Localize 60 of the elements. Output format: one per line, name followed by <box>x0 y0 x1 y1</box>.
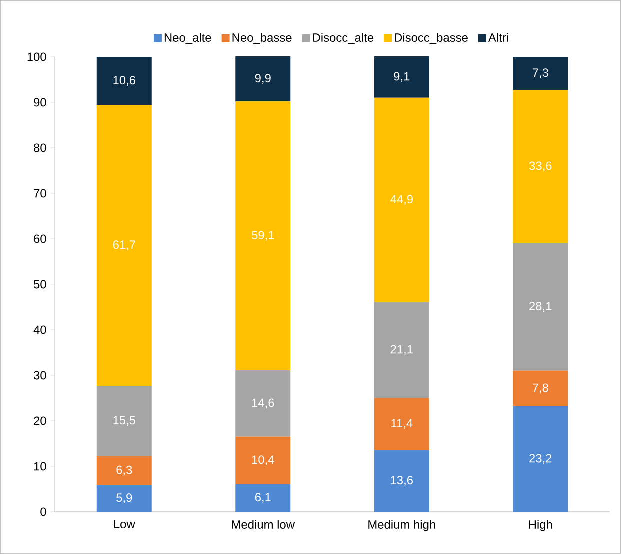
y-tick-label: 20 <box>34 416 46 426</box>
data-label: 44,9 <box>390 195 413 206</box>
y-tick-label: 80 <box>34 144 46 152</box>
x-tick-label: Medium low <box>232 520 296 529</box>
bar <box>513 56 568 90</box>
bar <box>374 450 430 512</box>
y-tick-label: 70 <box>34 189 46 198</box>
data-label: 33,6 <box>529 162 552 172</box>
data-label: 15,5 <box>114 416 136 426</box>
y-tick-label: 50 <box>34 280 46 289</box>
y-tick-label: 60 <box>34 234 46 244</box>
y-tick-label: 30 <box>34 371 46 380</box>
bar <box>513 370 568 406</box>
data-label: 13,6 <box>391 476 413 486</box>
data-label: 9,1 <box>394 72 410 82</box>
data-label: 10,6 <box>114 76 136 86</box>
legend-label: Neo_basse <box>232 33 292 44</box>
bar <box>374 98 430 302</box>
bar <box>236 370 291 437</box>
y-tick-label: 0 <box>40 508 46 516</box>
data-label: 6,3 <box>116 466 132 476</box>
y-tick-label: 100 <box>28 52 46 62</box>
bar <box>96 456 152 486</box>
x-tick-label: Medium high <box>368 520 436 532</box>
data-label: 5,9 <box>116 494 132 504</box>
data-label: 14,6 <box>252 398 274 409</box>
bar <box>236 484 291 512</box>
data-label: 21,1 <box>390 345 413 356</box>
x-tick-label: High <box>529 520 552 532</box>
bar <box>374 56 430 98</box>
legend-label: Neo_alte <box>164 33 212 44</box>
y-tick-label: 40 <box>34 326 46 334</box>
bar <box>513 406 568 512</box>
bar <box>513 90 568 244</box>
data-label: 9,9 <box>255 74 271 84</box>
data-label: 7,3 <box>532 68 548 79</box>
x-tick-label: Low <box>114 520 136 529</box>
bar <box>96 56 152 106</box>
y-tick-label: 90 <box>34 98 46 107</box>
data-label: 11,4 <box>392 419 413 430</box>
bar <box>236 56 291 102</box>
bar <box>513 243 568 371</box>
data-label: 10,4 <box>252 456 274 466</box>
legend-label: Disocc_alte <box>313 33 374 44</box>
bar <box>236 436 291 484</box>
data-label: 61,7 <box>113 240 136 251</box>
bar <box>374 398 430 450</box>
legend-label: Disocc_basse <box>395 33 468 44</box>
bar <box>374 302 430 398</box>
data-label: 6,1 <box>255 493 271 504</box>
data-label: 7,8 <box>532 384 548 394</box>
y-tick-label: 10 <box>34 462 46 471</box>
bar <box>236 102 291 370</box>
legend-label: Altri <box>488 33 508 42</box>
bar <box>96 485 152 512</box>
bar <box>96 105 152 386</box>
data-label: 23,2 <box>530 454 552 464</box>
data-label: 28,1 <box>530 302 552 312</box>
data-label: 59,1 <box>252 231 274 241</box>
bar <box>96 386 152 456</box>
